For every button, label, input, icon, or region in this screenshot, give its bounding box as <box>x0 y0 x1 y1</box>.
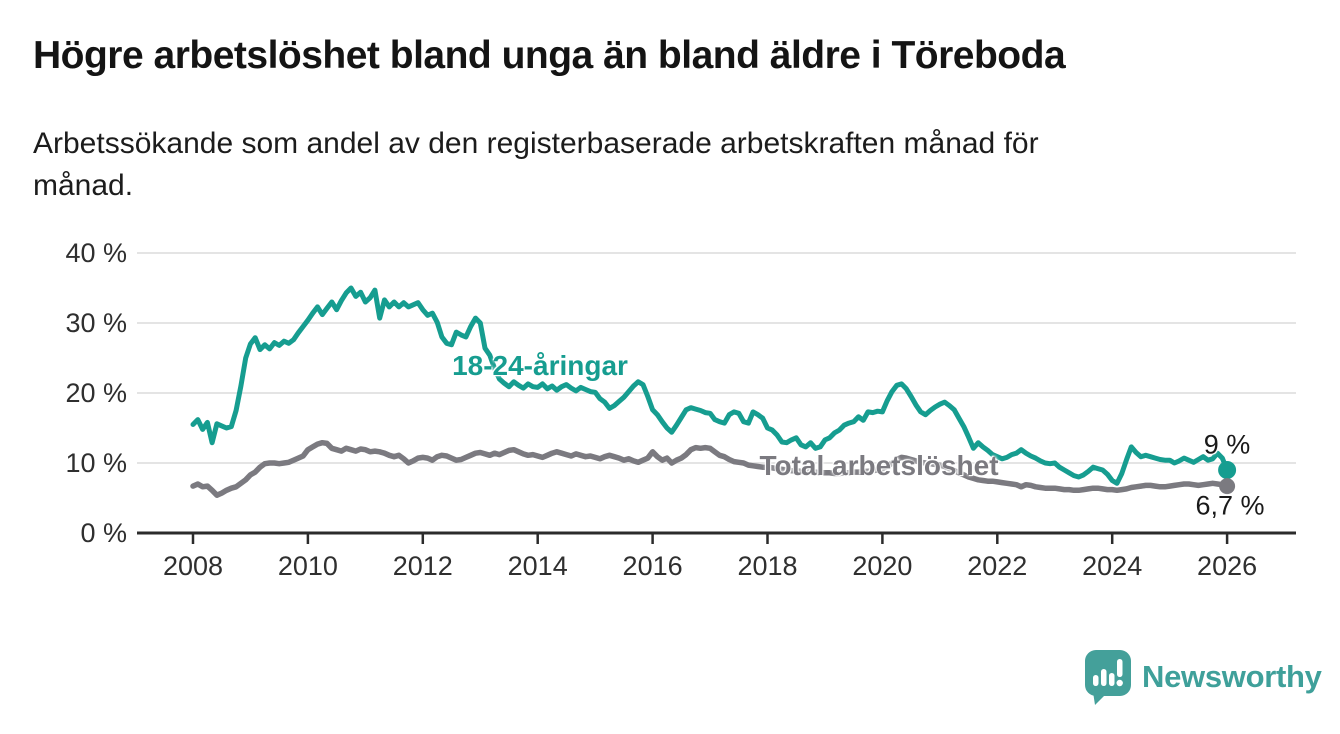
series-label-total: Total arbetslöshet <box>759 450 999 481</box>
x-axis-tick-label: 2010 <box>277 551 338 581</box>
page-title: Högre arbetslöshet bland unga än bland ä… <box>33 34 1066 77</box>
newsworthy-logo-text: Newsworthy <box>1142 659 1322 694</box>
series-line-total <box>190 439 1230 498</box>
chart-subtitle-line-2: månad. <box>33 169 134 202</box>
series-label-young: 18-24-åringar <box>452 350 628 381</box>
x-axis-tick-label: 2016 <box>622 551 683 581</box>
newsworthy-bubble-chart-icon <box>1085 649 1131 705</box>
y-axis-tick-label: 10 % <box>65 448 127 478</box>
x-axis-tick-label: 2012 <box>392 551 453 581</box>
series-line-young <box>190 285 1230 486</box>
x-axis-tick-label: 2026 <box>1197 551 1258 581</box>
plot-canvas <box>137 252 1296 544</box>
y-axis-tick-label: 0 % <box>80 518 127 548</box>
x-axis-tick-label: 2020 <box>852 551 913 581</box>
x-axis-tick-label: 2018 <box>737 551 798 581</box>
y-axis-tick-label: 30 % <box>65 308 127 338</box>
newsworthy-logo: Newsworthy <box>1085 649 1322 705</box>
x-axis-tick-label: 2022 <box>967 551 1028 581</box>
y-axis-tick-label: 20 % <box>65 378 127 408</box>
end-dot-young <box>1218 461 1237 479</box>
line-chart: 18-24-åringar Total arbetslöshet 9 % 6,7… <box>0 225 1340 605</box>
end-dot-total <box>1219 478 1236 495</box>
y-axis-tick-label: 40 % <box>65 238 127 268</box>
chart-subtitle-line-1: Arbetssökande som andel av den registerb… <box>33 127 1039 160</box>
x-axis-tick-label: 2014 <box>507 551 568 581</box>
end-value-label-total: 6,7 % <box>1195 490 1265 521</box>
x-axis-tick-label: 2024 <box>1082 551 1143 581</box>
x-axis-tick-label: 2008 <box>162 551 224 581</box>
end-value-label-young: 9 % <box>1203 429 1251 460</box>
